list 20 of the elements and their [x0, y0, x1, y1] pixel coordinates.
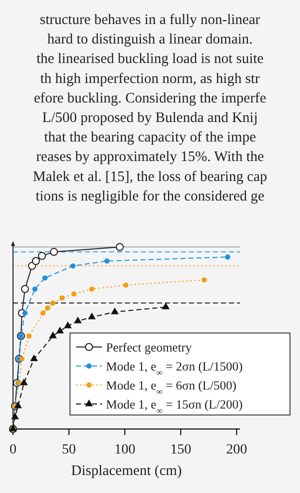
legend-label: Mode 1, e$_{∞}$ = 2σn (L/1500)	[106, 360, 243, 378]
text: that the bearing capacity of the impe	[44, 130, 256, 146]
text: structure behaves in a fully non-linear	[40, 12, 260, 28]
x-tick-label: 200	[226, 442, 248, 458]
text: th high imperfection norm, as high str	[40, 70, 260, 87]
x-tick-label: 150	[170, 442, 192, 458]
text: L/500 proposed by Bulenda and Knij	[42, 110, 258, 126]
text: efore buckling. Considering the imperfe	[34, 90, 266, 106]
legend-label: Mode 1, e$_{∞}$ = 15σn (L/200)	[106, 398, 243, 416]
x-tick-label: 50	[62, 442, 76, 458]
legend-label: Perfect geometry	[106, 340, 192, 354]
text: the linearised buckling load is not suite	[36, 51, 264, 68]
legend-label: Mode 1, e$_{∞}$ = 6σn (L/500)	[106, 378, 236, 396]
x-axis-title: Displacement (cm)	[71, 463, 182, 479]
text: Malek et al. [15], the loss of bearing cap	[32, 168, 268, 185]
text: reases by approximately 15%. With the	[36, 149, 264, 166]
text: hard to distinguish a linear domain.	[47, 32, 253, 48]
x-tick-label: 0	[10, 442, 16, 458]
text: tions is negligible for the considered ge	[36, 188, 264, 204]
x-tick-label: 100	[114, 442, 136, 458]
